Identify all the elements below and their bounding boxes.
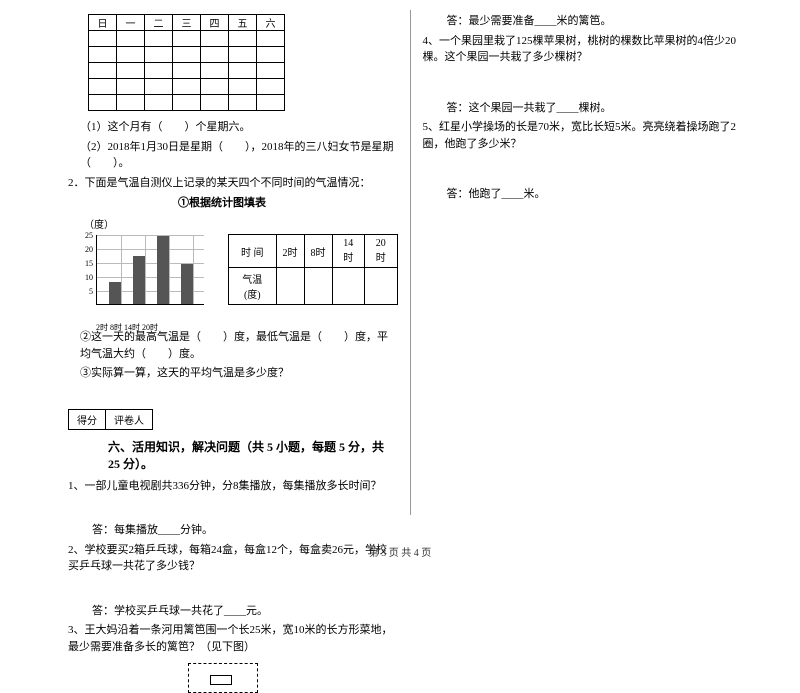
cal-hdr: 日 bbox=[89, 15, 117, 31]
problem-1-answer: 答：每集播放____分钟。 bbox=[68, 522, 398, 539]
section-6-title: 六、活用知识，解决问题（共 5 小题，每题 5 分，共 25 分）。 bbox=[108, 438, 398, 472]
q1-sub1: （1）这个月有（ ）个星期六。 bbox=[68, 119, 398, 136]
fence-diagram bbox=[188, 663, 258, 693]
problem-3: 3、王大妈沿着一条河用篱笆围一个长25米，宽10米的长方形菜地，最少需要准备多长… bbox=[68, 622, 398, 655]
cal-hdr: 二 bbox=[145, 15, 173, 31]
cal-hdr: 六 bbox=[257, 15, 285, 31]
problem-4: 4、一个果园里栽了125棵苹果树，桃树的棵数比苹果树的4倍少20棵。这个果园一共… bbox=[423, 33, 753, 66]
grader-label: 评卷人 bbox=[106, 410, 152, 429]
cal-hdr: 三 bbox=[173, 15, 201, 31]
problem-4-answer: 答：这个果园一共栽了____棵树。 bbox=[423, 100, 753, 117]
q2-intro: 2．下面是气温自测仪上记录的某天四个不同时间的气温情况： bbox=[68, 175, 398, 192]
problem-1: 1、一部儿童电视剧共336分钟，分8集播放，每集播放多长时间？ bbox=[68, 478, 398, 495]
problem-3-answer: 答：最少需要准备____米的篱笆。 bbox=[423, 13, 753, 30]
problem-5: 5、红星小学操场的长是70米，宽比长短5米。亮亮绕着操场跑了2圈，他跑了多少米？ bbox=[423, 119, 753, 152]
chart-xlabels: 2时 8时 14时 20时 bbox=[96, 322, 158, 333]
bar bbox=[133, 256, 145, 304]
q1-sub2: （2）2018年1月30日是星期（ ），2018年的三八妇女节是星期（ ）。 bbox=[68, 139, 398, 172]
problem-2-answer: 答：学校买乒乓球一共花了____元。 bbox=[68, 603, 398, 620]
bar bbox=[157, 236, 169, 304]
calendar-table: 日 一 二 三 四 五 六 bbox=[88, 14, 285, 111]
chart-ylabel: （度） bbox=[84, 216, 208, 231]
score-label: 得分 bbox=[69, 410, 106, 429]
score-box: 得分 评卷人 bbox=[68, 409, 153, 430]
bar bbox=[181, 264, 193, 304]
chart-title: ①根据统计图填表 bbox=[178, 194, 398, 210]
cal-hdr: 五 bbox=[229, 15, 257, 31]
bar-chart: 25 20 15 10 5 bbox=[78, 233, 208, 323]
problem-5-answer: 答：他跑了____米。 bbox=[423, 186, 753, 203]
cal-hdr: 一 bbox=[117, 15, 145, 31]
bar bbox=[109, 282, 121, 304]
cal-hdr: 四 bbox=[201, 15, 229, 31]
temp-table: 时 间 2时 8时 14时 20时 气温(度) bbox=[228, 234, 398, 305]
q2-sub3: ③实际算一算，这天的平均气温是多少度？ bbox=[68, 365, 398, 382]
q2-sub2: ②这一天的最高气温是（ ）度，最低气温是（ ）度，平均气温大约（ ）度。 bbox=[68, 329, 398, 362]
page-footer: 第 3 页 共 4 页 bbox=[0, 544, 800, 559]
